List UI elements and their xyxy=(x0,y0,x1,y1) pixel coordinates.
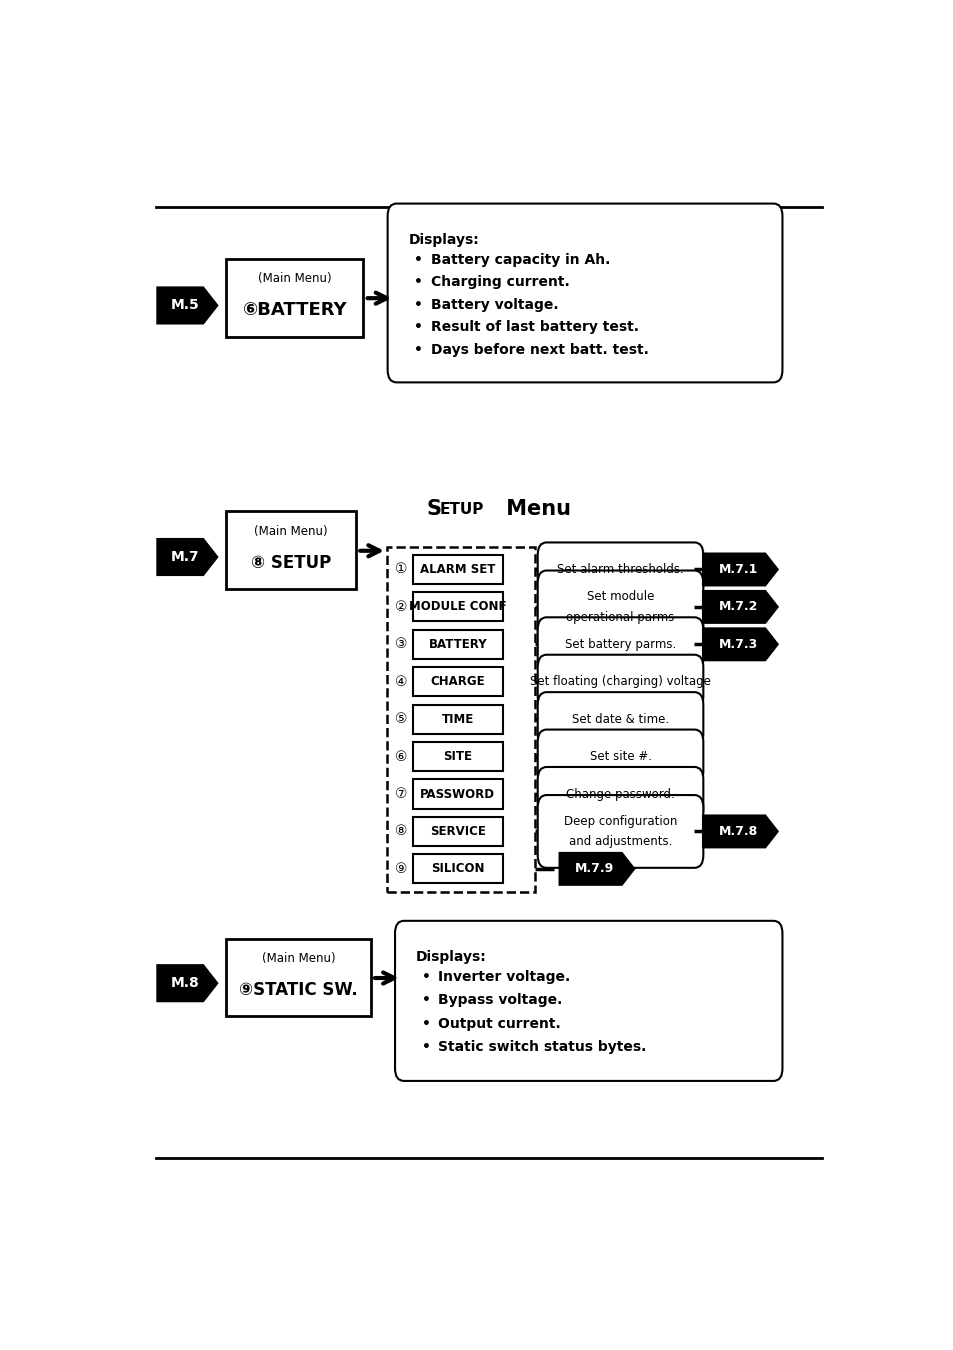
FancyBboxPatch shape xyxy=(537,767,702,821)
Text: S: S xyxy=(426,500,440,520)
Text: ⑧ SETUP: ⑧ SETUP xyxy=(251,554,331,572)
FancyBboxPatch shape xyxy=(395,921,781,1081)
Polygon shape xyxy=(702,629,777,660)
Text: ⑤: ⑤ xyxy=(395,713,408,726)
FancyBboxPatch shape xyxy=(413,855,502,883)
Text: Menu: Menu xyxy=(498,500,570,520)
Text: Battery capacity in Ah.: Battery capacity in Ah. xyxy=(430,252,609,267)
Polygon shape xyxy=(157,288,216,323)
Text: Main Menu option 5.: Main Menu option 5. xyxy=(400,248,577,263)
Text: (Main Menu): (Main Menu) xyxy=(257,273,332,285)
Text: (Main Menu): (Main Menu) xyxy=(261,952,335,965)
FancyBboxPatch shape xyxy=(413,555,502,585)
FancyBboxPatch shape xyxy=(226,259,363,336)
Text: ④: ④ xyxy=(395,675,408,688)
Text: •: • xyxy=(421,1040,430,1054)
Text: ⑥BATTERY: ⑥BATTERY xyxy=(242,301,347,319)
Text: M.7: M.7 xyxy=(171,549,199,564)
Polygon shape xyxy=(702,591,777,622)
Text: •: • xyxy=(414,297,423,312)
Text: M.7.1: M.7.1 xyxy=(718,563,757,576)
Polygon shape xyxy=(157,540,216,575)
FancyBboxPatch shape xyxy=(413,667,502,697)
Text: MODULE CONF: MODULE CONF xyxy=(409,601,506,613)
Text: M.5: M.5 xyxy=(171,298,199,312)
Text: Set date & time.: Set date & time. xyxy=(572,713,668,726)
Text: •: • xyxy=(421,969,430,984)
Text: ⑨STATIC SW.: ⑨STATIC SW. xyxy=(239,981,357,999)
Text: TIME: TIME xyxy=(441,713,474,726)
Text: •: • xyxy=(421,1017,430,1031)
Text: operational parms: operational parms xyxy=(566,610,674,624)
Text: Change password.: Change password. xyxy=(565,787,674,801)
Text: and adjustments.: and adjustments. xyxy=(568,836,672,848)
Text: •: • xyxy=(421,994,430,1007)
Polygon shape xyxy=(702,815,777,846)
Text: ②: ② xyxy=(395,599,408,614)
Text: M.7.8: M.7.8 xyxy=(718,825,757,838)
FancyBboxPatch shape xyxy=(537,795,702,868)
Text: •: • xyxy=(414,320,423,333)
Text: Days before next batt. test.: Days before next batt. test. xyxy=(430,343,648,356)
Text: Displays:: Displays: xyxy=(416,950,486,964)
FancyBboxPatch shape xyxy=(537,729,702,783)
Text: SITE: SITE xyxy=(443,751,472,763)
FancyBboxPatch shape xyxy=(226,512,355,589)
Text: •: • xyxy=(414,252,423,267)
Text: ALARM SET: ALARM SET xyxy=(419,563,495,576)
Text: •: • xyxy=(414,275,423,289)
Text: ③: ③ xyxy=(395,637,408,651)
Text: ①: ① xyxy=(395,563,408,576)
Text: SERVICE: SERVICE xyxy=(430,825,485,838)
Text: ⑧: ⑧ xyxy=(395,825,408,838)
Text: CHARGE: CHARGE xyxy=(430,675,485,688)
Text: Inverter voltage.: Inverter voltage. xyxy=(437,969,570,984)
Polygon shape xyxy=(157,965,216,1000)
Text: Bypass voltage.: Bypass voltage. xyxy=(437,994,561,1007)
Text: SILICON: SILICON xyxy=(431,863,484,875)
Text: Battery voltage.: Battery voltage. xyxy=(430,297,558,312)
Text: Charging current.: Charging current. xyxy=(430,275,569,289)
Text: •: • xyxy=(414,343,423,356)
FancyBboxPatch shape xyxy=(537,617,702,671)
Text: Deep configuration: Deep configuration xyxy=(563,814,677,828)
FancyBboxPatch shape xyxy=(413,743,502,771)
Text: ⑥: ⑥ xyxy=(395,749,408,764)
Text: Set module: Set module xyxy=(586,590,654,603)
FancyBboxPatch shape xyxy=(537,571,702,644)
Text: Main Menu option 8.: Main Menu option 8. xyxy=(400,926,577,941)
Text: ETUP: ETUP xyxy=(439,502,483,517)
Text: BATTERY: BATTERY xyxy=(428,637,487,651)
Text: Displays:: Displays: xyxy=(408,232,478,247)
FancyBboxPatch shape xyxy=(413,629,502,659)
Polygon shape xyxy=(702,554,777,585)
Text: Output current.: Output current. xyxy=(437,1017,560,1031)
Text: Set alarm thresholds.: Set alarm thresholds. xyxy=(557,563,683,576)
FancyBboxPatch shape xyxy=(537,655,702,709)
FancyBboxPatch shape xyxy=(413,705,502,734)
FancyBboxPatch shape xyxy=(387,204,781,382)
FancyBboxPatch shape xyxy=(537,543,702,597)
Text: M.7.3: M.7.3 xyxy=(718,637,757,651)
FancyBboxPatch shape xyxy=(413,779,502,809)
Text: ⑨: ⑨ xyxy=(395,861,408,876)
FancyBboxPatch shape xyxy=(413,817,502,846)
Text: Set floating (charging) voltage: Set floating (charging) voltage xyxy=(530,675,710,688)
Text: PASSWORD: PASSWORD xyxy=(420,787,495,801)
Text: M.7.2: M.7.2 xyxy=(718,601,757,613)
Polygon shape xyxy=(559,853,633,884)
FancyBboxPatch shape xyxy=(226,938,370,1017)
Text: (Main Menu): (Main Menu) xyxy=(254,525,328,539)
FancyBboxPatch shape xyxy=(413,593,502,621)
Text: M.8: M.8 xyxy=(171,976,199,990)
Text: Set battery parms.: Set battery parms. xyxy=(564,637,676,651)
Text: Result of last battery test.: Result of last battery test. xyxy=(430,320,638,333)
Text: ⑦: ⑦ xyxy=(395,787,408,801)
Text: Static switch status bytes.: Static switch status bytes. xyxy=(437,1040,645,1054)
FancyBboxPatch shape xyxy=(537,693,702,747)
Text: Set site #.: Set site #. xyxy=(589,751,651,763)
FancyBboxPatch shape xyxy=(387,547,535,892)
Text: M.7.9: M.7.9 xyxy=(575,863,614,875)
